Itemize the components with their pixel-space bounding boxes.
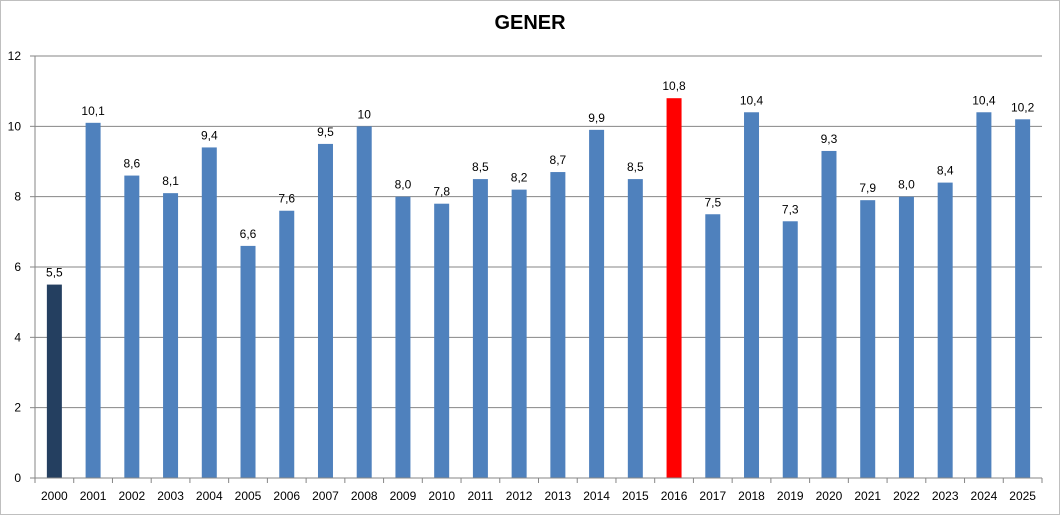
x-tick-label: 2019 (777, 489, 804, 503)
bar (163, 193, 179, 478)
bar (511, 189, 527, 478)
data-label: 9,5 (317, 125, 334, 139)
bar (201, 147, 217, 478)
x-tick-label: 2024 (971, 489, 998, 503)
data-label: 10,8 (662, 79, 686, 93)
bar (550, 172, 566, 479)
data-label: 9,9 (588, 111, 605, 125)
x-tick-label: 2015 (622, 489, 649, 503)
bar (434, 203, 450, 478)
data-label: 8,5 (627, 160, 644, 174)
bar (782, 221, 798, 479)
data-label: 7,5 (704, 195, 721, 209)
data-label: 7,8 (433, 185, 450, 199)
data-label: 8,4 (937, 164, 954, 178)
x-tick-label: 2009 (390, 489, 417, 503)
x-tick-label: 2008 (351, 489, 378, 503)
x-tick-label: 2011 (467, 489, 493, 503)
y-tick-label: 12 (8, 49, 22, 63)
data-label: 8,0 (898, 178, 915, 192)
x-tick-label: 2001 (80, 489, 107, 503)
data-label: 10 (358, 107, 372, 121)
bar (46, 284, 62, 478)
y-tick-label: 6 (14, 260, 21, 274)
x-tick-label: 2000 (41, 489, 68, 503)
bar (124, 175, 140, 479)
x-tick-label: 2004 (196, 489, 223, 503)
x-tick-label: 2007 (312, 489, 339, 503)
x-tick-label: 2022 (893, 489, 920, 503)
x-tick-label: 2003 (157, 489, 184, 503)
x-tick-label: 2016 (661, 489, 688, 503)
data-label: 9,4 (201, 128, 218, 142)
x-tick-label: 2023 (932, 489, 959, 503)
bar (860, 200, 876, 478)
x-tick-label: 2005 (235, 489, 262, 503)
data-label: 6,6 (240, 227, 257, 241)
bar (85, 122, 101, 479)
y-tick-label: 10 (8, 119, 22, 133)
bar (317, 143, 333, 478)
bar (976, 112, 992, 479)
x-tick-label: 2012 (506, 489, 533, 503)
bar (937, 182, 953, 478)
bar (1015, 119, 1031, 479)
data-label: 8,1 (162, 174, 179, 188)
bar (589, 129, 605, 478)
bar (821, 150, 837, 478)
y-tick-label: 8 (14, 190, 21, 204)
data-label: 10,2 (1011, 100, 1035, 114)
data-label: 8,2 (511, 171, 528, 185)
data-label: 7,3 (782, 202, 799, 216)
x-tick-label: 2013 (545, 489, 572, 503)
data-label: 10,4 (740, 93, 764, 107)
data-label: 10,4 (972, 93, 996, 107)
bar (472, 179, 488, 479)
x-tick-label: 2025 (1009, 489, 1036, 503)
data-label: 8,0 (395, 178, 412, 192)
x-tick-label: 2018 (738, 489, 765, 503)
x-tick-label: 2017 (699, 489, 726, 503)
data-label: 10,1 (81, 104, 105, 118)
y-tick-label: 4 (14, 330, 21, 344)
bar (279, 210, 295, 478)
bar (240, 245, 256, 478)
data-label: 8,5 (472, 160, 489, 174)
x-tick-label: 2010 (428, 489, 455, 503)
bar (744, 112, 760, 479)
y-tick-label: 2 (14, 401, 21, 415)
bar (705, 214, 721, 478)
chart-title: GENER (494, 12, 566, 34)
x-tick-label: 2014 (583, 489, 610, 503)
data-label: 9,3 (821, 132, 838, 146)
x-tick-label: 2002 (118, 489, 145, 503)
bar (395, 196, 411, 478)
x-tick-label: 2020 (816, 489, 843, 503)
x-tick-label: 2006 (273, 489, 300, 503)
data-label: 5,5 (46, 266, 63, 280)
bar (356, 126, 372, 478)
bar (666, 98, 682, 478)
data-label: 8,7 (550, 153, 567, 167)
bar (898, 196, 914, 478)
data-label: 7,6 (278, 192, 295, 206)
bar (627, 179, 643, 479)
data-label: 8,6 (123, 157, 140, 171)
x-tick-label: 2021 (854, 489, 881, 503)
y-tick-label: 0 (14, 471, 21, 485)
data-label: 7,9 (859, 181, 876, 195)
